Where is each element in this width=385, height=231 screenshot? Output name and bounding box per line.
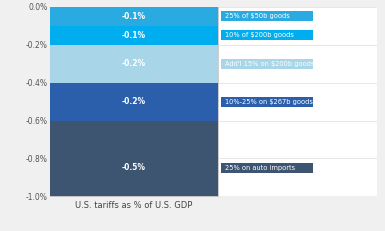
FancyBboxPatch shape — [221, 163, 313, 173]
Bar — [45, 83, 223, 121]
Text: -0.2%: -0.2% — [122, 97, 146, 106]
Text: 25% on auto imports: 25% on auto imports — [225, 165, 295, 171]
Bar — [45, 45, 223, 83]
Bar — [45, 26, 223, 45]
FancyBboxPatch shape — [221, 30, 313, 40]
Bar — [45, 121, 223, 215]
Text: Add'l 15% on $200b goods: Add'l 15% on $200b goods — [225, 61, 314, 67]
X-axis label: U.S. tariffs as % of U.S. GDP: U.S. tariffs as % of U.S. GDP — [75, 201, 192, 210]
Text: -0.1%: -0.1% — [122, 31, 146, 40]
FancyBboxPatch shape — [221, 97, 313, 106]
Text: -0.2%: -0.2% — [122, 59, 146, 68]
FancyBboxPatch shape — [221, 59, 313, 69]
Text: 10%-25% on $267b goods: 10%-25% on $267b goods — [225, 99, 313, 105]
FancyBboxPatch shape — [221, 12, 313, 21]
Bar — [45, 7, 223, 26]
Text: -0.1%: -0.1% — [122, 12, 146, 21]
Text: 25% of $50b goods: 25% of $50b goods — [225, 13, 290, 19]
Text: -0.5%: -0.5% — [122, 164, 146, 172]
Text: 10% of $200b goods: 10% of $200b goods — [225, 32, 294, 38]
